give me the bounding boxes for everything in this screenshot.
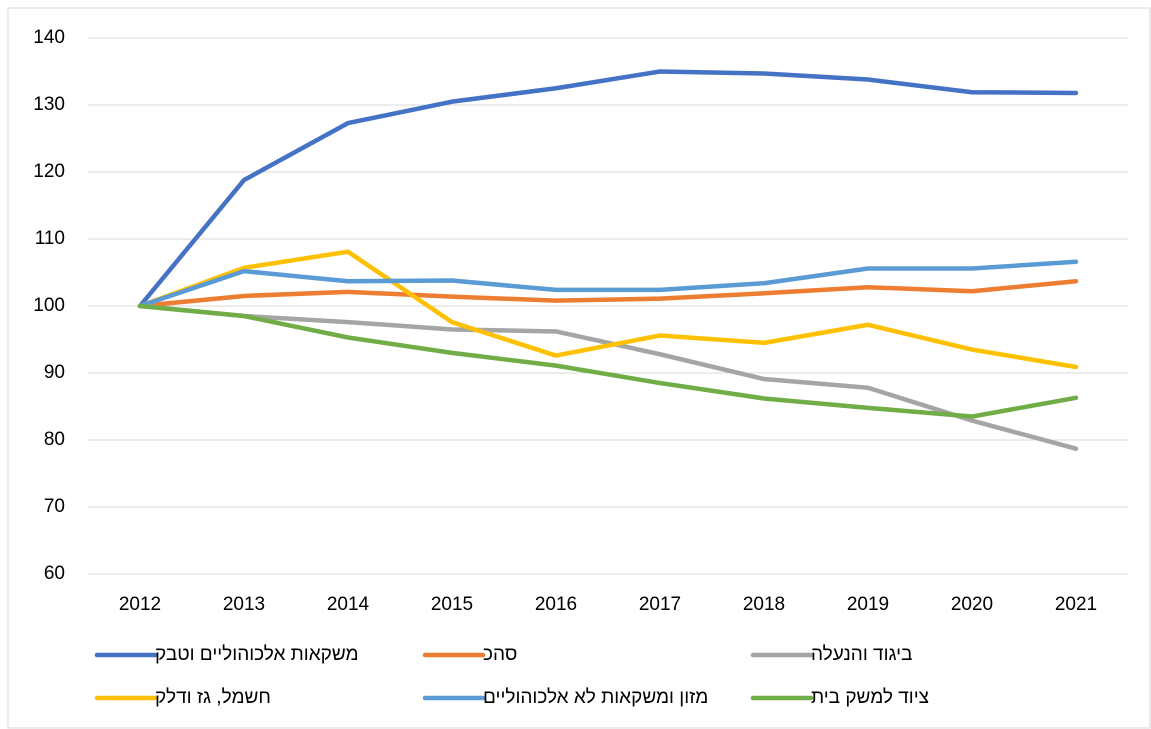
- legend-label: סהכ: [483, 644, 517, 665]
- series-line: [137, 278, 1079, 309]
- x-tick-label: 2017: [639, 594, 681, 615]
- y-tick-label: 130: [33, 94, 65, 115]
- series-line: [137, 303, 1079, 451]
- x-tick-label: 2020: [951, 594, 993, 615]
- series-line: [137, 69, 1079, 309]
- series-line: [137, 303, 1079, 419]
- x-tick-label: 2016: [535, 594, 577, 615]
- y-tick-label: 100: [33, 295, 65, 316]
- x-tick-label: 2021: [1055, 594, 1097, 615]
- y-tick-label: 80: [44, 429, 65, 450]
- legend-label: מזון ומשקאות לא אלכוהוליים: [483, 687, 708, 708]
- y-tick-label: 90: [44, 362, 65, 383]
- legend-label: משקאות אלכוהוליים וטבק: [155, 644, 359, 665]
- x-tick-label: 2014: [327, 594, 370, 615]
- legend-label: ציוד למשק בית: [811, 687, 929, 708]
- series-line: [137, 259, 1079, 309]
- y-tick-label: 110: [35, 228, 65, 249]
- x-tick-label: 2015: [431, 594, 473, 615]
- x-tick-label: 2013: [223, 594, 265, 615]
- legend-label: חשמל, גז ודלק: [155, 687, 271, 708]
- legend-label: ביגוד והנעלה: [811, 644, 912, 665]
- y-tick-label: 70: [44, 496, 65, 517]
- y-tick-label: 60: [44, 563, 65, 584]
- x-tick-label: 2012: [119, 594, 161, 615]
- x-tick-label: 2018: [743, 594, 785, 615]
- y-tick-label: 140: [33, 27, 65, 48]
- y-tick-label: 120: [33, 161, 65, 182]
- series-line: [137, 249, 1079, 370]
- x-tick-label: 2019: [847, 594, 889, 615]
